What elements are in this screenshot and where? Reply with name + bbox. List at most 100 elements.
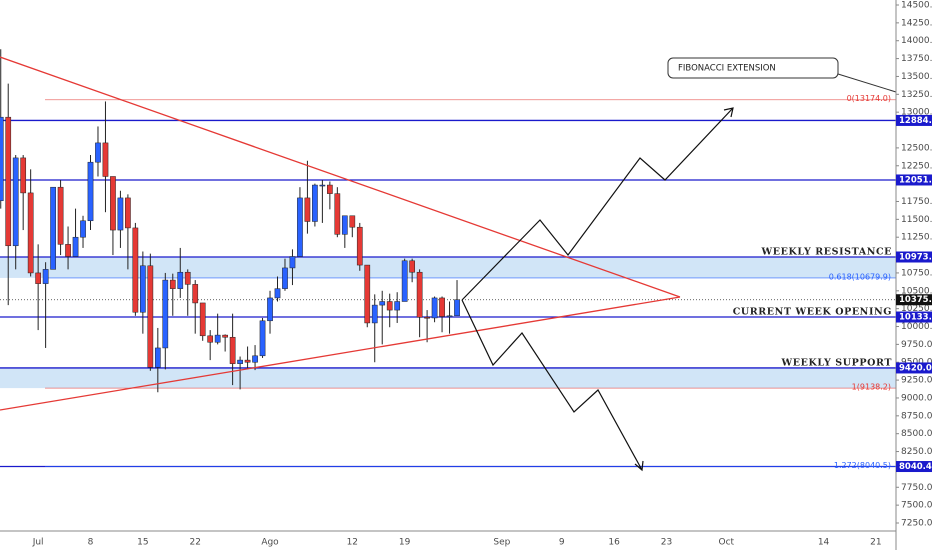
x-tick-label: 15 bbox=[137, 538, 148, 548]
candle-body bbox=[42, 269, 49, 284]
candle-body bbox=[297, 197, 303, 257]
y-tick-label: 7750.0 bbox=[901, 483, 932, 493]
y-tick-label: 8250.0 bbox=[901, 447, 932, 457]
x-tick-label: 12 bbox=[347, 538, 358, 548]
candle-body bbox=[439, 297, 445, 317]
candle-body bbox=[379, 301, 386, 306]
candle-body bbox=[0, 116, 4, 202]
candle-body bbox=[162, 279, 169, 349]
candle-body bbox=[20, 157, 27, 194]
y-tick-label: 9750.0 bbox=[901, 340, 932, 350]
y-tick-label: 7500.0 bbox=[901, 501, 932, 511]
level-note: CURRENT WEEK OPENING bbox=[733, 307, 892, 318]
x-tick-label: Ago bbox=[261, 538, 279, 548]
x-tick-label: 8 bbox=[88, 538, 94, 548]
price-label-box bbox=[896, 362, 932, 374]
fib-label: 1(9138.2) bbox=[852, 383, 891, 392]
candle-body bbox=[72, 236, 79, 257]
y-tick-label: 11250.0 bbox=[901, 233, 932, 243]
candle-body bbox=[57, 186, 64, 245]
candle-body bbox=[222, 334, 228, 338]
labels-layer: 12884.3 12051.0 WEEKLY RESISTANCE 10973.0 CU… bbox=[733, 94, 932, 473]
candle-body bbox=[199, 302, 206, 337]
y-tick-label: 13500.0 bbox=[901, 72, 932, 82]
x-tick-label: 14 bbox=[818, 538, 830, 548]
candle-body bbox=[327, 184, 333, 194]
fib-label: 0.618(10679.9) bbox=[829, 272, 891, 281]
candle-body bbox=[110, 176, 116, 231]
candle-body bbox=[401, 260, 408, 302]
x-tick-label: 23 bbox=[661, 538, 672, 548]
candle-body bbox=[207, 335, 214, 343]
candle-body bbox=[424, 316, 430, 319]
x-tick-label: 21 bbox=[870, 538, 881, 548]
drawings-layer: FIBONACCI EXTENSION bbox=[0, 56, 897, 472]
y-tick-label: 14500.0 bbox=[901, 1, 932, 11]
trend-line bbox=[0, 296, 681, 411]
candle-body bbox=[50, 186, 56, 270]
candle-body bbox=[102, 142, 109, 177]
candle-body bbox=[409, 260, 415, 273]
candle-body bbox=[394, 301, 401, 311]
candle-body bbox=[229, 336, 236, 364]
candle-body bbox=[87, 161, 94, 222]
candle-body bbox=[252, 355, 258, 363]
candle-body bbox=[259, 320, 266, 357]
candle-body bbox=[289, 256, 296, 269]
candle-body bbox=[312, 184, 318, 222]
candle-body bbox=[237, 359, 243, 364]
y-tick-label: 12500.0 bbox=[901, 143, 932, 153]
price-axis-bg bbox=[896, 0, 932, 550]
projection-down bbox=[461, 299, 643, 471]
price-label-box bbox=[896, 461, 932, 473]
y-tick-label: 8750.0 bbox=[901, 411, 932, 421]
time-axis-bg bbox=[0, 531, 896, 550]
x-tick-label: Oct bbox=[719, 538, 735, 548]
candle-body bbox=[35, 272, 41, 284]
candle-body bbox=[267, 297, 273, 322]
candle-body bbox=[154, 347, 161, 368]
price-label-box bbox=[896, 174, 932, 186]
candle-body bbox=[117, 197, 124, 231]
price-label-box bbox=[896, 311, 932, 323]
y-tick-label: 10750.0 bbox=[901, 268, 932, 278]
candle-body bbox=[12, 157, 19, 247]
candle-body bbox=[431, 297, 438, 319]
price-label: 10133.0 bbox=[899, 313, 932, 323]
y-tick-label: 11500.0 bbox=[901, 215, 932, 225]
marks-layer bbox=[0, 49, 460, 393]
y-tick-label: 10000.0 bbox=[901, 322, 932, 332]
arrow-head bbox=[634, 460, 644, 472]
candle-body bbox=[140, 265, 146, 313]
candle-body bbox=[371, 304, 378, 324]
x-tick-label: Sep bbox=[493, 538, 510, 548]
y-tick-label: 8500.0 bbox=[901, 429, 932, 439]
trend-line bbox=[0, 56, 681, 298]
candle-body bbox=[125, 197, 131, 229]
y-tick-label: 14000.0 bbox=[901, 36, 932, 46]
y-tick-label: 10250.0 bbox=[901, 304, 932, 314]
candle-body bbox=[184, 271, 191, 285]
candle-body bbox=[214, 334, 221, 343]
zone bbox=[0, 367, 896, 389]
candle-body bbox=[177, 271, 184, 289]
arrow-head bbox=[723, 107, 734, 118]
candle-body bbox=[304, 197, 311, 222]
y-tick-label: 9250.0 bbox=[901, 376, 932, 386]
x-tick-label: Jul bbox=[32, 538, 44, 548]
y-tick-label: 12250.0 bbox=[901, 161, 932, 171]
y-tick-label: 13250.0 bbox=[901, 90, 932, 100]
callout-pointer bbox=[837, 73, 897, 93]
y-tick-label: 13750.0 bbox=[901, 54, 932, 64]
y-tick-label: 10500.0 bbox=[901, 286, 932, 296]
callout-text: FIBONACCI EXTENSION bbox=[678, 64, 776, 74]
candle-body bbox=[282, 267, 288, 289]
price-label-box bbox=[896, 251, 932, 263]
price-label-box bbox=[896, 114, 932, 126]
fib-label: 0(13174.0) bbox=[847, 94, 891, 103]
candle-body bbox=[349, 215, 356, 228]
candle-body bbox=[386, 301, 393, 311]
y-tick-label: 9000.0 bbox=[901, 393, 932, 403]
fib-label: 1.272(8040.5) bbox=[834, 461, 891, 470]
